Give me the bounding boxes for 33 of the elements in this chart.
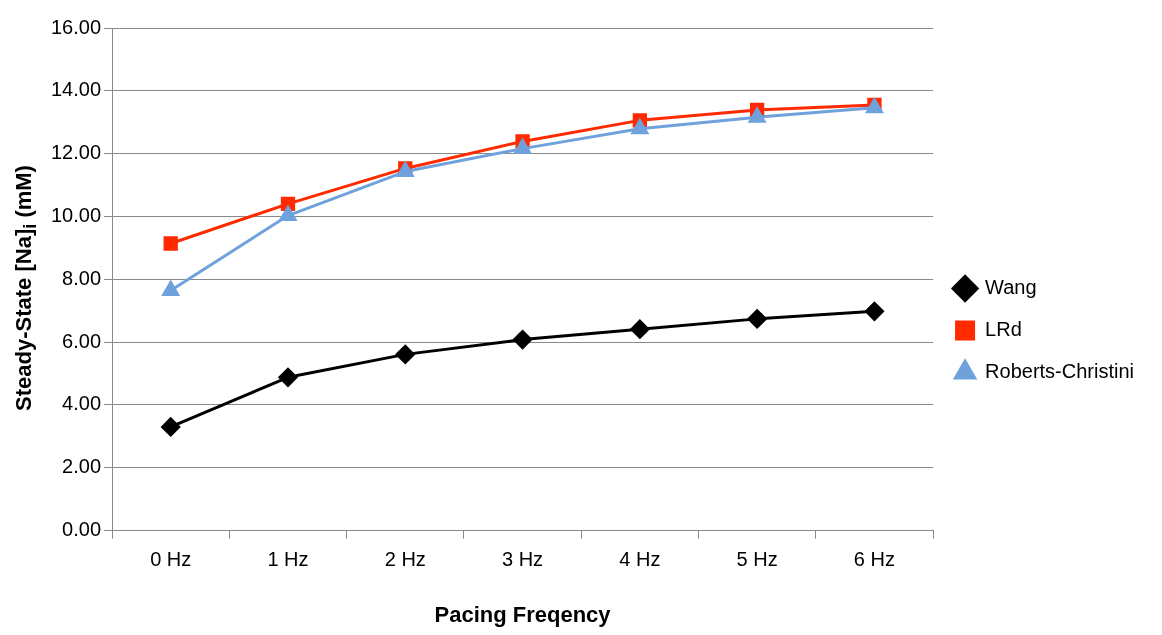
y-tick-label: 16.00 <box>50 15 102 38</box>
legend-label: Wang <box>985 276 1037 299</box>
point <box>747 309 767 329</box>
point <box>163 236 178 251</box>
y-tick-label: 6.00 <box>62 329 102 352</box>
legend-label: LRd <box>985 318 1022 341</box>
x-tick-label: 6 Hz <box>853 548 895 571</box>
point <box>748 107 766 123</box>
x-tick-label: 0 Hz <box>150 548 192 571</box>
x-axis-title: Pacing Freqency <box>434 601 612 627</box>
x-tick-label: 1 Hz <box>267 548 309 571</box>
point <box>278 367 298 387</box>
x-tick-label: 2 Hz <box>384 548 426 571</box>
y-tick-label: 0.00 <box>62 518 102 541</box>
point <box>514 139 531 155</box>
y-tick-label: 10.00 <box>50 203 102 226</box>
point <box>631 119 649 135</box>
y-tick-label: 8.00 <box>62 266 102 289</box>
x-tick-label: 3 Hz <box>502 548 544 571</box>
y-tick-label: 2.00 <box>62 455 102 478</box>
point <box>161 417 181 437</box>
x-tick-label: 4 Hz <box>619 548 661 571</box>
legend-label: Roberts-Christini <box>985 360 1135 383</box>
point <box>864 301 884 321</box>
y-tick-label: 4.00 <box>62 392 102 415</box>
point <box>279 206 297 222</box>
point <box>630 319 650 339</box>
point <box>395 344 415 364</box>
point <box>162 281 180 297</box>
x-tick-label: 5 Hz <box>736 548 778 571</box>
y-tick-label: 12.00 <box>50 141 102 164</box>
y-tick-label: 14.00 <box>50 78 102 101</box>
point <box>513 330 533 350</box>
